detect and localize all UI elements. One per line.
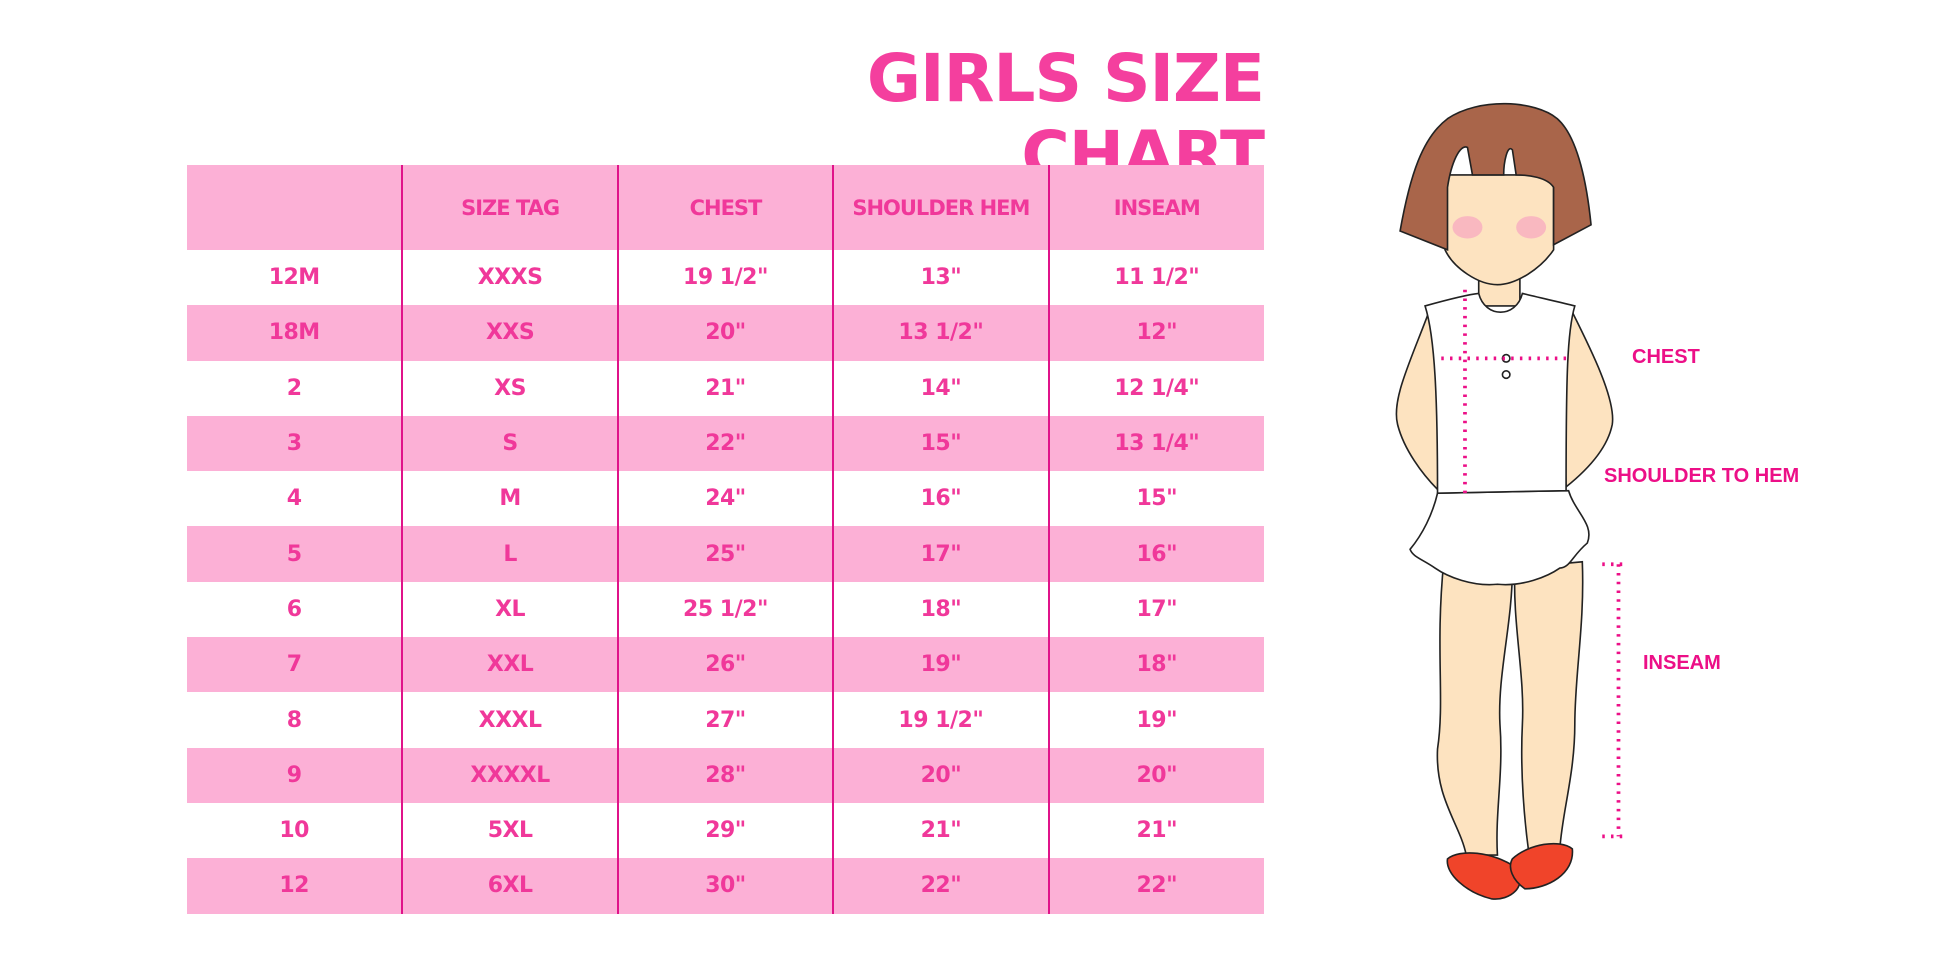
- cell-chest: 19 1/2": [616, 250, 834, 306]
- cell-age: 12: [187, 858, 403, 914]
- table-row: 8 XXXL 27" 19 1/2" 19": [187, 692, 1264, 748]
- cell-age: 4: [286, 486, 302, 512]
- header-age: [187, 165, 403, 250]
- left-arm: [1395, 309, 1444, 492]
- cell-shoulder-hem: 17": [832, 526, 1049, 582]
- size-chart-table: SIZE TAG CHEST SHOULDER HEM INSEAM 12M XX…: [187, 165, 1264, 914]
- cell-size-tag: XXXXL: [401, 747, 618, 803]
- cell-inseam: 12 1/4": [1047, 360, 1264, 416]
- cell-age: 18M: [187, 305, 403, 361]
- table-row: 5 L 25" 17" 16": [187, 526, 1264, 582]
- header-size-tag: SIZE TAG: [401, 165, 618, 250]
- cell-age: 3: [187, 415, 403, 472]
- table-row: 18M XXS 20" 13 1/2" 12": [187, 305, 1264, 361]
- cell-chest: 21": [616, 360, 834, 416]
- inseam-label: INSEAM: [1643, 652, 1721, 674]
- girl-measurement-illustration: [1395, 102, 1629, 900]
- cell-inseam: 15": [1047, 471, 1264, 527]
- table-row: 12M XXXS 19 1/2" 13" 11 1/2": [187, 250, 1264, 306]
- cell-shoulder-hem: 19": [832, 637, 1049, 693]
- cheek: [1452, 216, 1483, 239]
- dress-bodice: [1424, 292, 1576, 494]
- table-row: 7 XXL 26" 19" 18": [187, 637, 1264, 693]
- cell-inseam: 13 1/4": [1047, 415, 1264, 472]
- cell-chest: 22": [616, 415, 834, 472]
- left-leg: [1436, 560, 1514, 856]
- cell-size-tag: 6XL: [401, 858, 618, 914]
- hair: [1399, 102, 1592, 251]
- cell-size-tag: L: [401, 526, 618, 582]
- cell-size-tag: XXL: [401, 637, 618, 693]
- cell-inseam: 17": [1047, 581, 1264, 638]
- chest-label: CHEST: [1632, 346, 1700, 368]
- cell-size-tag: XXXS: [401, 250, 618, 306]
- right-shoe: [1509, 842, 1574, 890]
- header-chest: CHEST: [616, 165, 834, 250]
- table-row: 2 XS 21" 14" 12 1/4": [187, 360, 1264, 416]
- table-header-row: SIZE TAG CHEST SHOULDER HEM INSEAM: [187, 165, 1264, 250]
- cell-chest: 25": [616, 526, 834, 582]
- cell-inseam: 16": [1047, 526, 1264, 582]
- cell-age: 7: [187, 637, 403, 693]
- cell-shoulder-hem: 13 1/2": [832, 305, 1049, 361]
- right-arm: [1561, 309, 1614, 489]
- cheek: [1516, 216, 1547, 239]
- cell-age: 12M: [268, 265, 321, 291]
- shoulder-to-hem-label: SHOULDER TO HEM: [1604, 465, 1800, 487]
- cell-shoulder-hem: 13": [832, 250, 1049, 306]
- cell-chest: 29": [616, 802, 834, 859]
- page-title: GIRLS SIZE CHART: [866, 40, 1265, 194]
- cell-shoulder-hem: 16": [832, 471, 1049, 527]
- table-row: 6 XL 25 1/2" 18" 17": [187, 581, 1264, 638]
- cell-shoulder-hem: 20": [832, 747, 1049, 803]
- cell-age: 6: [286, 596, 302, 622]
- left-shoe: [1446, 852, 1521, 900]
- cell-size-tag: S: [401, 415, 618, 472]
- face: [1444, 174, 1555, 286]
- table-row: 9 XXXXL 28" 20" 20": [187, 747, 1264, 803]
- cell-inseam: 19": [1047, 692, 1264, 748]
- cell-size-tag: XXS: [401, 305, 618, 361]
- cell-chest: 20": [616, 305, 834, 361]
- skirt-ruffle: [1409, 489, 1590, 586]
- cell-size-tag: XXXL: [401, 692, 618, 748]
- cell-inseam: 21": [1047, 802, 1264, 859]
- table-row: 10 5XL 29" 21" 21": [187, 802, 1264, 859]
- cell-shoulder-hem: 22": [832, 858, 1049, 914]
- cell-inseam: 12": [1047, 305, 1264, 361]
- cell-chest: 27": [616, 692, 834, 748]
- cell-size-tag: 5XL: [401, 802, 618, 859]
- cell-inseam: 11 1/2": [1047, 250, 1264, 306]
- cell-age: 5: [187, 526, 403, 582]
- button-icon: [1501, 370, 1511, 380]
- right-leg: [1513, 560, 1584, 853]
- cell-shoulder-hem: 19 1/2": [832, 692, 1049, 748]
- cell-size-tag: XL: [401, 581, 618, 638]
- cell-chest: 24": [616, 471, 834, 527]
- cell-age: 8: [286, 707, 302, 733]
- cell-chest: 25 1/2": [616, 581, 834, 638]
- cell-chest: 28": [616, 747, 834, 803]
- cell-shoulder-hem: 14": [832, 360, 1049, 416]
- header-inseam: INSEAM: [1047, 165, 1264, 250]
- table-row: 12 6XL 30" 22" 22": [187, 858, 1264, 914]
- cell-size-tag: M: [401, 471, 618, 527]
- cell-inseam: 22": [1047, 858, 1264, 914]
- table-row: 4 M 24" 16" 15": [187, 471, 1264, 527]
- cell-shoulder-hem: 18": [832, 581, 1049, 638]
- cell-age: 10: [279, 818, 309, 844]
- cell-size-tag: XS: [401, 360, 618, 416]
- cell-inseam: 20": [1047, 747, 1264, 803]
- cell-inseam: 18": [1047, 637, 1264, 693]
- cell-shoulder-hem: 21": [832, 802, 1049, 859]
- cell-shoulder-hem: 15": [832, 415, 1049, 472]
- cell-age: 9: [187, 747, 403, 803]
- cell-age: 2: [286, 375, 302, 401]
- table-row: 3 S 22" 15" 13 1/4": [187, 415, 1264, 472]
- header-shoulder-hem: SHOULDER HEM: [832, 165, 1049, 250]
- cell-chest: 26": [616, 637, 834, 693]
- cell-chest: 30": [616, 858, 834, 914]
